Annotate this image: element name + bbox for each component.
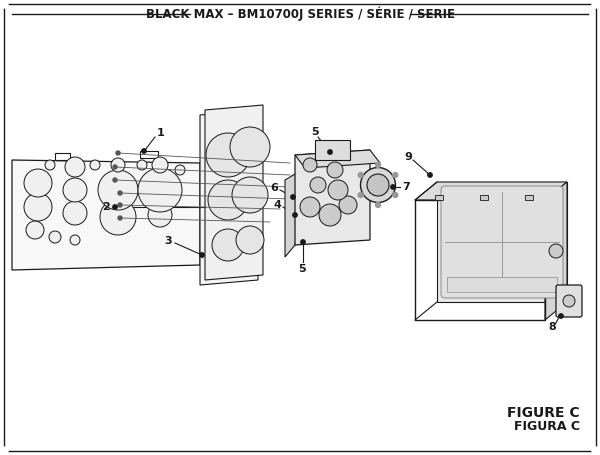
Ellipse shape [45, 160, 55, 170]
Ellipse shape [212, 229, 244, 261]
Text: 3: 3 [164, 236, 172, 246]
Circle shape [113, 178, 117, 182]
Ellipse shape [152, 157, 168, 173]
Ellipse shape [232, 177, 268, 213]
Ellipse shape [310, 177, 326, 193]
Circle shape [358, 192, 363, 197]
Ellipse shape [361, 167, 395, 202]
Circle shape [118, 191, 122, 195]
Ellipse shape [138, 168, 182, 212]
Text: 8: 8 [548, 322, 556, 332]
Circle shape [113, 165, 117, 169]
Polygon shape [205, 105, 263, 280]
Polygon shape [447, 277, 557, 292]
Text: 7: 7 [402, 182, 410, 192]
Ellipse shape [303, 158, 317, 172]
Circle shape [118, 203, 122, 207]
Ellipse shape [563, 295, 575, 307]
Text: 2: 2 [102, 202, 110, 212]
Circle shape [391, 185, 395, 189]
Text: BLACK MAX – BM10700J SERIES / SÉRIE / SERIE: BLACK MAX – BM10700J SERIES / SÉRIE / SE… [146, 7, 455, 21]
Polygon shape [295, 150, 370, 245]
Polygon shape [545, 182, 567, 320]
Ellipse shape [230, 127, 270, 167]
Text: 5: 5 [298, 264, 306, 274]
Text: 9: 9 [404, 152, 412, 162]
Ellipse shape [26, 221, 44, 239]
Polygon shape [200, 110, 258, 285]
Ellipse shape [63, 178, 87, 202]
Polygon shape [140, 151, 158, 158]
Circle shape [376, 202, 380, 207]
Circle shape [200, 253, 204, 257]
Circle shape [0, 447, 8, 455]
Bar [525, 195, 533, 200]
Ellipse shape [367, 174, 389, 196]
Text: FIGURA C: FIGURA C [514, 420, 580, 434]
Ellipse shape [49, 231, 61, 243]
Ellipse shape [339, 196, 357, 214]
Circle shape [559, 314, 563, 318]
Ellipse shape [90, 160, 100, 170]
Ellipse shape [63, 201, 87, 225]
Polygon shape [295, 150, 380, 168]
Ellipse shape [65, 157, 85, 177]
Polygon shape [285, 168, 305, 257]
Circle shape [592, 447, 600, 455]
Ellipse shape [206, 133, 250, 177]
Ellipse shape [327, 162, 343, 178]
FancyBboxPatch shape [441, 186, 563, 298]
Polygon shape [55, 153, 70, 160]
Circle shape [328, 150, 332, 154]
Circle shape [0, 0, 8, 8]
Bar [315, 140, 350, 160]
Ellipse shape [148, 203, 172, 227]
Ellipse shape [100, 199, 136, 235]
Text: 6: 6 [270, 183, 278, 193]
Circle shape [118, 216, 122, 220]
Circle shape [393, 172, 398, 177]
Circle shape [301, 240, 305, 244]
Ellipse shape [24, 193, 52, 221]
Circle shape [291, 195, 295, 199]
FancyBboxPatch shape [556, 285, 582, 317]
Polygon shape [415, 182, 567, 200]
Ellipse shape [208, 180, 248, 220]
Ellipse shape [24, 169, 52, 197]
Circle shape [113, 205, 117, 209]
Text: 4: 4 [273, 200, 281, 210]
Circle shape [358, 172, 363, 177]
Circle shape [428, 173, 432, 177]
Ellipse shape [137, 160, 147, 170]
Circle shape [116, 151, 120, 155]
Polygon shape [12, 160, 200, 270]
Bar [480, 195, 488, 200]
Text: 1: 1 [157, 128, 165, 138]
Polygon shape [437, 182, 567, 302]
Ellipse shape [300, 197, 320, 217]
Ellipse shape [319, 204, 341, 226]
Ellipse shape [111, 158, 125, 172]
Ellipse shape [98, 170, 138, 210]
Ellipse shape [549, 244, 563, 258]
Text: 5: 5 [311, 127, 319, 137]
Bar [415, 200, 545, 320]
Ellipse shape [175, 165, 185, 175]
Ellipse shape [236, 226, 264, 254]
Circle shape [376, 162, 380, 167]
Ellipse shape [70, 235, 80, 245]
Text: FIGURE C: FIGURE C [508, 406, 580, 420]
Bar [435, 195, 443, 200]
Circle shape [142, 149, 146, 153]
Circle shape [592, 0, 600, 8]
Circle shape [293, 213, 297, 217]
Circle shape [393, 192, 398, 197]
Ellipse shape [328, 180, 348, 200]
